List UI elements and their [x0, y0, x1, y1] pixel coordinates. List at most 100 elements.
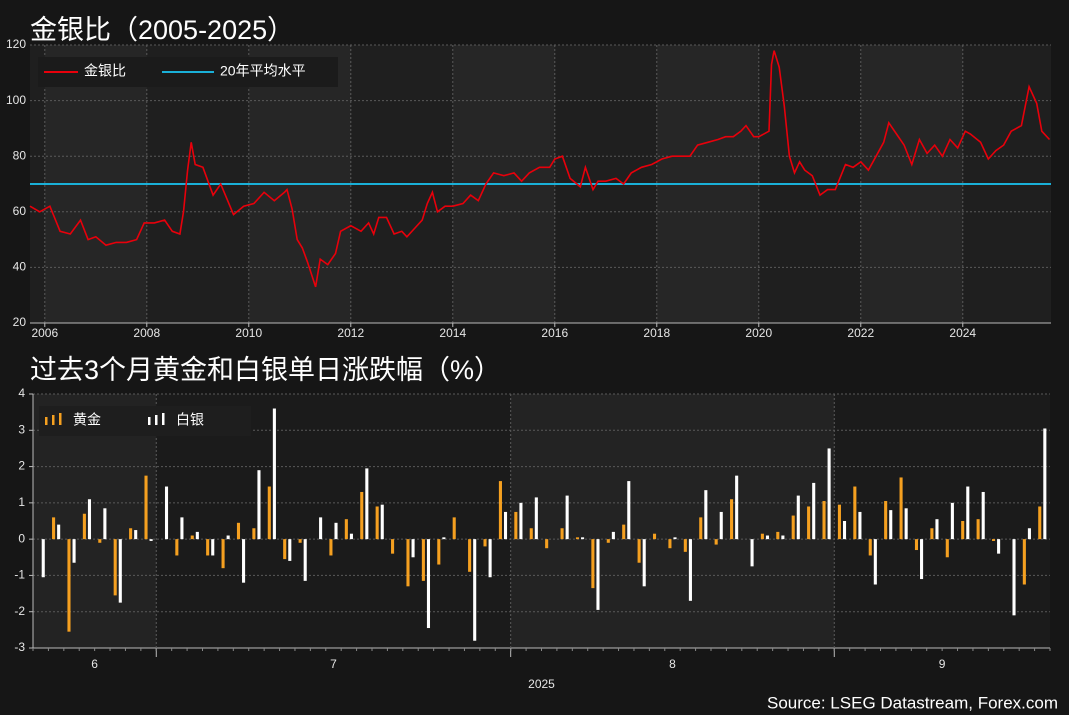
bar — [303, 539, 307, 581]
bar — [622, 524, 626, 540]
bar — [344, 519, 348, 540]
y-tick-label: -1 — [14, 568, 25, 582]
bar — [837, 504, 841, 540]
bar — [380, 504, 384, 540]
legend-box — [39, 406, 251, 436]
bar — [365, 468, 369, 540]
bar — [483, 539, 487, 547]
bar — [426, 539, 431, 629]
bar — [822, 501, 826, 540]
x-tick-label: 7 — [330, 657, 337, 671]
bar — [334, 522, 338, 540]
bar — [175, 539, 179, 556]
bar — [267, 486, 271, 540]
bar — [750, 539, 754, 567]
bar — [807, 506, 811, 540]
y-tick-label: 4 — [18, 386, 25, 400]
bar — [704, 490, 708, 540]
x-tick-label: 2018 — [643, 326, 670, 340]
bar — [411, 539, 415, 558]
bar — [329, 539, 333, 556]
bar — [596, 539, 600, 610]
bar — [164, 486, 169, 540]
bar — [134, 530, 138, 540]
bar — [976, 519, 980, 540]
bar — [1027, 528, 1031, 540]
bar — [637, 539, 641, 563]
bar — [129, 528, 133, 540]
bar — [812, 482, 816, 540]
bar — [760, 533, 764, 540]
bar — [699, 517, 703, 540]
bar — [421, 539, 425, 581]
bar — [591, 539, 595, 589]
bar — [889, 510, 893, 540]
y-tick-label: 2 — [18, 459, 25, 473]
bar — [103, 508, 107, 540]
bar — [442, 537, 446, 540]
bar — [529, 528, 533, 540]
x-tick-label: 2010 — [235, 326, 262, 340]
line — [29, 50, 1051, 288]
bar — [945, 539, 949, 558]
bar — [842, 521, 847, 540]
x-tick-label: 2024 — [949, 326, 976, 340]
bar — [935, 519, 939, 540]
bar — [257, 470, 261, 540]
x-tick-label: 6 — [91, 657, 98, 671]
bar — [180, 517, 184, 540]
legend-swatch — [162, 413, 165, 425]
legend-label: 金银比 — [84, 63, 126, 79]
legend-swatch — [59, 413, 62, 425]
bar — [534, 497, 538, 540]
bar — [668, 539, 672, 549]
bar — [519, 502, 523, 540]
bar — [899, 477, 903, 540]
x-tick-label: 2012 — [337, 326, 364, 340]
bar — [997, 539, 1001, 554]
bar — [298, 539, 302, 543]
bar — [1043, 428, 1047, 540]
legend-swatch — [155, 415, 158, 425]
bar — [966, 486, 970, 540]
bar — [781, 535, 785, 540]
y-tick-label: 20 — [13, 315, 27, 329]
bar — [242, 539, 246, 583]
bar — [688, 539, 692, 601]
legend-swatch — [45, 417, 48, 425]
source: Source: LSEG Datastream, Forex.com — [767, 693, 1058, 712]
bar — [796, 495, 800, 540]
x-tick-label: 8 — [669, 657, 676, 671]
bar — [195, 531, 199, 540]
bar — [1022, 539, 1026, 585]
bar — [211, 539, 215, 556]
bar — [514, 511, 518, 540]
bar — [735, 475, 739, 540]
bar — [873, 539, 877, 585]
bar — [791, 515, 795, 540]
bar — [252, 528, 256, 540]
bar — [82, 513, 86, 540]
bar — [349, 533, 353, 540]
bar — [391, 539, 395, 554]
y-tick-label: 120 — [6, 37, 26, 51]
y-tick-label: 100 — [6, 93, 26, 107]
bar — [503, 511, 508, 540]
bar — [236, 522, 241, 540]
bar — [87, 499, 92, 540]
y-tick-label: -2 — [14, 604, 25, 618]
bar — [575, 537, 580, 540]
bar — [375, 506, 379, 540]
x-tick-label: 2006 — [31, 326, 58, 340]
x-tick-label: 2008 — [133, 326, 160, 340]
x-axis-label: 2025 — [528, 677, 555, 691]
bar — [288, 539, 292, 561]
y-tick-label: -3 — [14, 640, 25, 654]
y-tick-label: 60 — [13, 204, 27, 218]
bar — [468, 539, 472, 572]
bar — [930, 528, 934, 540]
bar — [1012, 539, 1016, 616]
bar — [904, 508, 908, 540]
bar — [406, 539, 410, 587]
